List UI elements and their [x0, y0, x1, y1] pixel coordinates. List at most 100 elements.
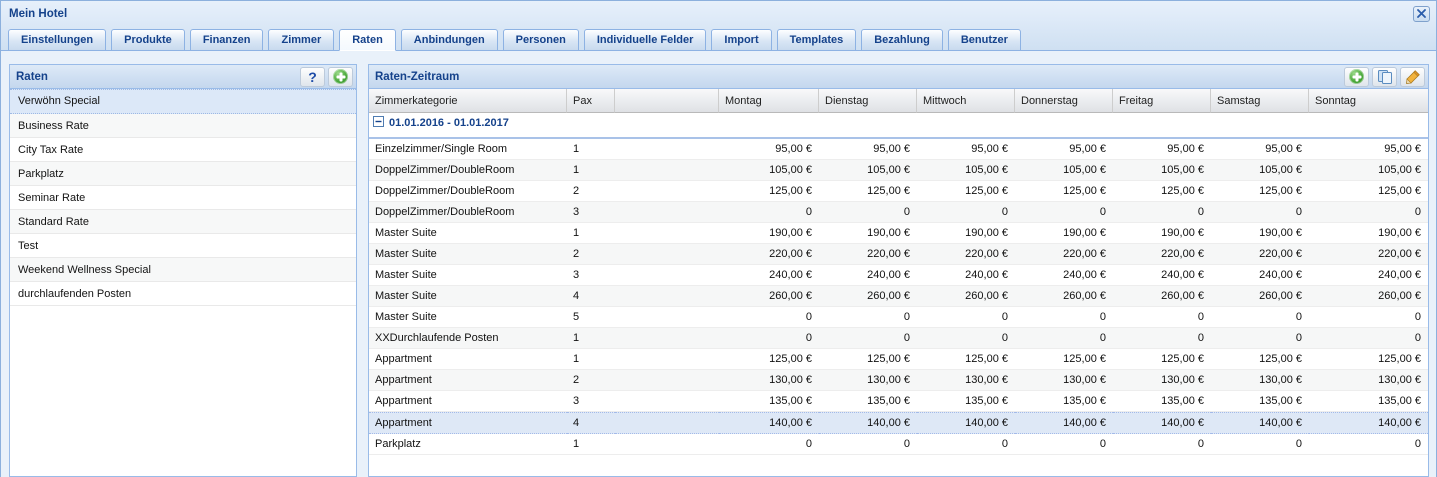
cell-sonntag[interactable]: 260,00 € [1309, 286, 1428, 307]
cell-montag[interactable]: 140,00 € [719, 412, 819, 434]
cell-spacer[interactable] [615, 307, 719, 328]
cell-sonntag[interactable]: 95,00 € [1309, 139, 1428, 160]
table-row[interactable]: Einzelzimmer/Single Room 1 95,00 €95,00 €9… [369, 139, 1428, 160]
cell-freitag[interactable]: 135,00 € [1113, 391, 1211, 412]
cell-category[interactable]: Appartment [369, 349, 567, 370]
cell-category[interactable]: Master Suite [369, 307, 567, 328]
cell-samstag[interactable]: 0 [1211, 328, 1309, 349]
cell-pax[interactable]: 4 [567, 412, 615, 434]
cell-mittwoch[interactable]: 260,00 € [917, 286, 1015, 307]
cell-mittwoch[interactable]: 125,00 € [917, 181, 1015, 202]
cell-dienstag[interactable]: 0 [819, 328, 917, 349]
table-row[interactable]: Appartment 3 135,00 €135,00 €135,00 €135,0… [369, 391, 1428, 412]
cell-montag[interactable]: 240,00 € [719, 265, 819, 286]
cell-donnerstag[interactable]: 240,00 € [1015, 265, 1113, 286]
cell-donnerstag[interactable]: 125,00 € [1015, 349, 1113, 370]
cell-spacer[interactable] [615, 181, 719, 202]
list-item-city-tax-rate[interactable]: City Tax Rate [10, 138, 356, 162]
cell-sonntag[interactable]: 105,00 € [1309, 160, 1428, 181]
cell-samstag[interactable]: 125,00 € [1211, 349, 1309, 370]
cell-pax[interactable]: 1 [567, 349, 615, 370]
cell-category[interactable]: Master Suite [369, 244, 567, 265]
cell-pax[interactable]: 2 [567, 370, 615, 391]
cell-freitag[interactable]: 125,00 € [1113, 181, 1211, 202]
cell-spacer[interactable] [615, 265, 719, 286]
cell-spacer[interactable] [615, 328, 719, 349]
cell-samstag[interactable]: 95,00 € [1211, 139, 1309, 160]
cell-freitag[interactable]: 220,00 € [1113, 244, 1211, 265]
cell-samstag[interactable]: 0 [1211, 434, 1309, 455]
cell-category[interactable]: Einzelzimmer/Single Room [369, 139, 567, 160]
cell-samstag[interactable]: 130,00 € [1211, 370, 1309, 391]
cell-donnerstag[interactable]: 260,00 € [1015, 286, 1113, 307]
cell-spacer[interactable] [615, 349, 719, 370]
close-button[interactable] [1413, 5, 1430, 22]
column-freitag[interactable]: Freitag [1113, 89, 1211, 113]
cell-mittwoch[interactable]: 140,00 € [917, 412, 1015, 434]
cell-spacer[interactable] [615, 244, 719, 265]
list-item-parkplatz[interactable]: Parkplatz [10, 162, 356, 186]
tab-individuelle-felder[interactable]: Individuelle Felder [583, 29, 707, 51]
cell-sonntag[interactable]: 0 [1309, 434, 1428, 455]
cell-sonntag[interactable]: 220,00 € [1309, 244, 1428, 265]
tab-bezahlung[interactable]: Bezahlung [861, 29, 943, 51]
list-item-durchlaufenden-posten[interactable]: durchlaufenden Posten [10, 282, 356, 306]
table-row[interactable]: Master Suite 4 260,00 €260,00 €260,00 €260… [369, 286, 1428, 307]
tab-anbindungen[interactable]: Anbindungen [400, 29, 498, 51]
cell-spacer[interactable] [615, 370, 719, 391]
cell-samstag[interactable]: 220,00 € [1211, 244, 1309, 265]
cell-pax[interactable]: 1 [567, 139, 615, 160]
cell-mittwoch[interactable]: 190,00 € [917, 223, 1015, 244]
table-row[interactable]: DoppelZimmer/DoubleRoom 2 125,00 €125,00 €… [369, 181, 1428, 202]
cell-category[interactable]: Parkplatz [369, 434, 567, 455]
cell-category[interactable]: Master Suite [369, 265, 567, 286]
cell-freitag[interactable]: 190,00 € [1113, 223, 1211, 244]
cell-samstag[interactable]: 0 [1211, 307, 1309, 328]
table-row[interactable]: XXDurchlaufende Posten 1 0 0 0 0 0 0 0 [369, 328, 1428, 349]
cell-montag[interactable]: 125,00 € [719, 181, 819, 202]
cell-montag[interactable]: 125,00 € [719, 349, 819, 370]
column-spacer[interactable] [615, 89, 719, 113]
cell-donnerstag[interactable]: 130,00 € [1015, 370, 1113, 391]
cell-category[interactable]: DoppelZimmer/DoubleRoom [369, 160, 567, 181]
cell-samstag[interactable]: 0 [1211, 202, 1309, 223]
column-sonntag[interactable]: Sonntag [1309, 89, 1428, 113]
tab-einstellungen[interactable]: Einstellungen [8, 29, 107, 51]
tab-benutzer[interactable]: Benutzer [947, 29, 1021, 51]
cell-pax[interactable]: 3 [567, 265, 615, 286]
list-item-verwöhn-special[interactable]: Verwöhn Special [10, 89, 356, 114]
cell-pax[interactable]: 3 [567, 391, 615, 412]
cell-sonntag[interactable]: 190,00 € [1309, 223, 1428, 244]
cell-montag[interactable]: 190,00 € [719, 223, 819, 244]
cell-dienstag[interactable]: 135,00 € [819, 391, 917, 412]
cell-dienstag[interactable]: 190,00 € [819, 223, 917, 244]
cell-dienstag[interactable]: 0 [819, 434, 917, 455]
cell-spacer[interactable] [615, 160, 719, 181]
tab-zimmer[interactable]: Zimmer [268, 29, 335, 51]
cell-freitag[interactable]: 0 [1113, 328, 1211, 349]
column-donnerstag[interactable]: Donnerstag [1015, 89, 1113, 113]
cell-mittwoch[interactable]: 125,00 € [917, 349, 1015, 370]
cell-freitag[interactable]: 260,00 € [1113, 286, 1211, 307]
table-row[interactable]: Appartment 1 125,00 €125,00 €125,00 €125,0… [369, 349, 1428, 370]
cell-donnerstag[interactable]: 0 [1015, 434, 1113, 455]
cell-sonntag[interactable]: 125,00 € [1309, 349, 1428, 370]
cell-mittwoch[interactable]: 135,00 € [917, 391, 1015, 412]
cell-pax[interactable]: 1 [567, 434, 615, 455]
cell-mittwoch[interactable]: 0 [917, 328, 1015, 349]
cell-sonntag[interactable]: 0 [1309, 202, 1428, 223]
cell-freitag[interactable]: 0 [1113, 202, 1211, 223]
cell-freitag[interactable]: 240,00 € [1113, 265, 1211, 286]
cell-freitag[interactable]: 105,00 € [1113, 160, 1211, 181]
cell-samstag[interactable]: 190,00 € [1211, 223, 1309, 244]
cell-montag[interactable]: 0 [719, 328, 819, 349]
cell-sonntag[interactable]: 140,00 € [1309, 412, 1428, 434]
group-row[interactable]: 01.01.2016 - 01.01.2017 [369, 113, 1428, 139]
table-row[interactable]: Master Suite 2 220,00 €220,00 €220,00 €220… [369, 244, 1428, 265]
tab-personen[interactable]: Personen [502, 29, 579, 51]
copy-button[interactable] [1372, 66, 1397, 87]
cell-pax[interactable]: 4 [567, 286, 615, 307]
cell-samstag[interactable]: 125,00 € [1211, 181, 1309, 202]
cell-sonntag[interactable]: 130,00 € [1309, 370, 1428, 391]
cell-category[interactable]: DoppelZimmer/DoubleRoom [369, 202, 567, 223]
